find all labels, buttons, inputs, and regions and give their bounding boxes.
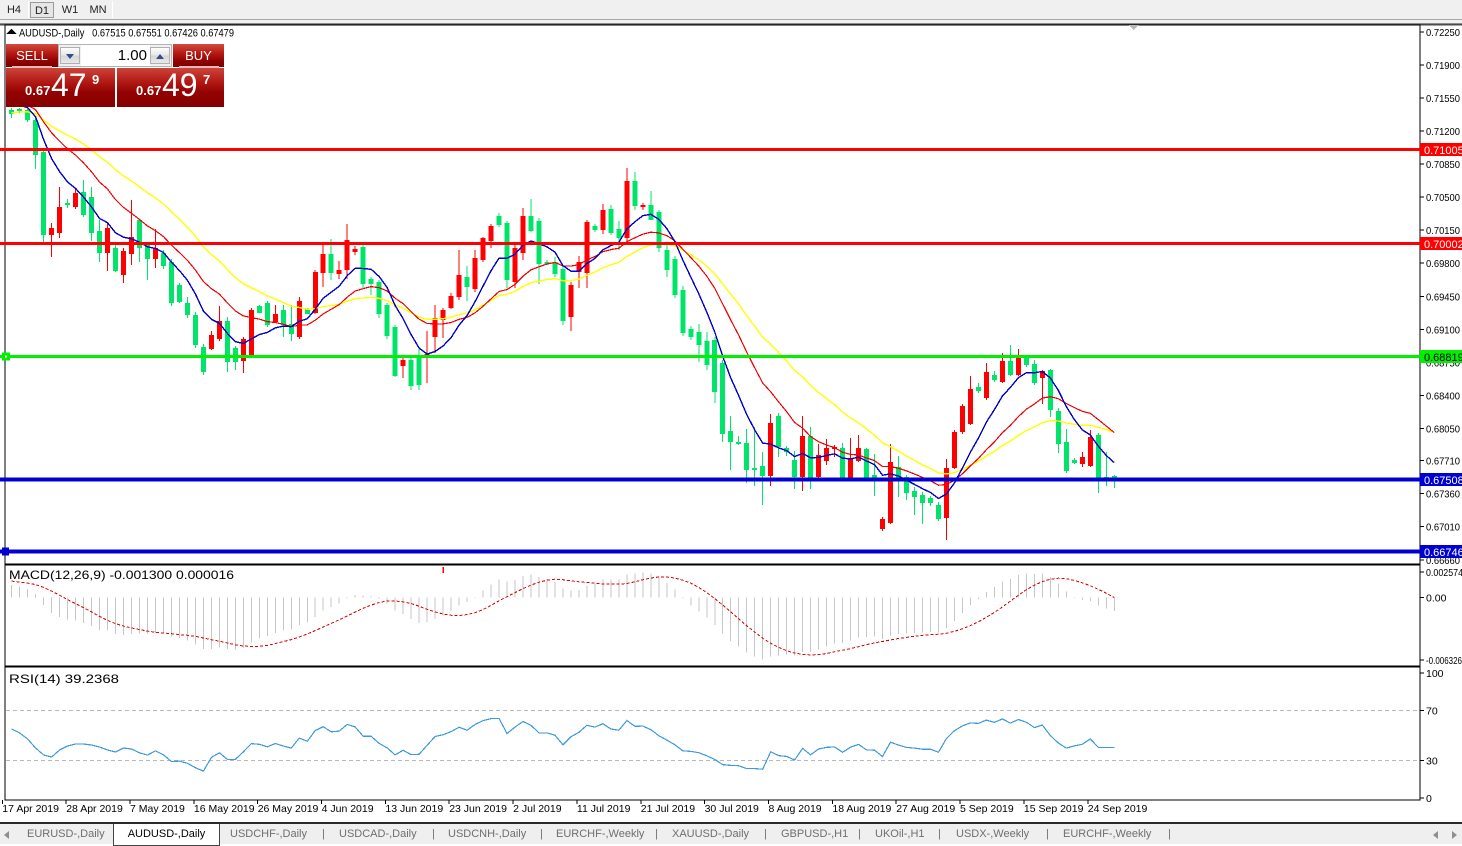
svg-text:70: 70 — [1426, 706, 1438, 718]
svg-text:0.00: 0.00 — [1426, 593, 1447, 605]
svg-text:100: 100 — [1426, 668, 1444, 680]
svg-text:RSI(14) 39.2368: RSI(14) 39.2368 — [9, 672, 119, 686]
svg-text:24 Sep 2019: 24 Sep 2019 — [1088, 803, 1148, 815]
svg-text:4 Jun 2019: 4 Jun 2019 — [322, 803, 374, 815]
svg-text:0.72250: 0.72250 — [1426, 27, 1460, 39]
svg-text:0.70002: 0.70002 — [1424, 239, 1462, 251]
svg-text:-0.006326: -0.006326 — [1426, 655, 1462, 667]
svg-text:0.71900: 0.71900 — [1426, 60, 1460, 72]
svg-text:21 Jul 2019: 21 Jul 2019 — [641, 803, 695, 815]
svg-text:0.66746: 0.66746 — [1424, 547, 1462, 559]
svg-text:5 Sep 2019: 5 Sep 2019 — [960, 803, 1014, 815]
svg-text:30 Jul 2019: 30 Jul 2019 — [705, 803, 759, 815]
svg-text:0.70500: 0.70500 — [1426, 192, 1460, 204]
svg-text:0.71005: 0.71005 — [1424, 145, 1462, 157]
svg-text:0: 0 — [1426, 793, 1432, 805]
svg-text:0.67508: 0.67508 — [1424, 475, 1462, 487]
svg-text:30: 30 — [1426, 756, 1438, 768]
svg-text:MACD(12,26,9) -0.001300 0.0000: MACD(12,26,9) -0.001300 0.000016 — [9, 568, 234, 582]
svg-text:0.70850: 0.70850 — [1426, 159, 1460, 171]
svg-text:0.67010: 0.67010 — [1426, 522, 1460, 534]
svg-text:0.68400: 0.68400 — [1426, 390, 1460, 402]
svg-text:7 May 2019: 7 May 2019 — [130, 803, 185, 815]
svg-text:13 Jun 2019: 13 Jun 2019 — [385, 803, 443, 815]
svg-text:27 Aug 2019: 27 Aug 2019 — [896, 803, 955, 815]
svg-text:0.69100: 0.69100 — [1426, 324, 1460, 336]
svg-text:17 Apr 2019: 17 Apr 2019 — [2, 803, 59, 815]
svg-text:0.68819: 0.68819 — [1424, 352, 1462, 364]
svg-text:23 Jun 2019: 23 Jun 2019 — [449, 803, 507, 815]
svg-text:15 Sep 2019: 15 Sep 2019 — [1024, 803, 1084, 815]
svg-text:0.69800: 0.69800 — [1426, 258, 1460, 270]
svg-text:AUDUSD-,Daily 0.67515 0.6755: AUDUSD-,Daily 0.67515 0.67551 0.67426 0.… — [19, 28, 234, 40]
svg-text:16 May 2019: 16 May 2019 — [194, 803, 255, 815]
svg-text:0.68050: 0.68050 — [1426, 424, 1460, 436]
svg-text:0.67710: 0.67710 — [1426, 456, 1460, 468]
svg-text:0.002574: 0.002574 — [1426, 567, 1462, 579]
svg-text:26 May 2019: 26 May 2019 — [258, 803, 319, 815]
svg-text:0.67360: 0.67360 — [1426, 489, 1460, 501]
svg-text:0.71550: 0.71550 — [1426, 93, 1460, 105]
svg-text:2 Jul 2019: 2 Jul 2019 — [513, 803, 562, 815]
svg-text:0.71200: 0.71200 — [1426, 126, 1460, 138]
svg-text:18 Aug 2019: 18 Aug 2019 — [832, 803, 891, 815]
svg-text:0.70150: 0.70150 — [1426, 225, 1460, 237]
svg-text:28 Apr 2019: 28 Apr 2019 — [66, 803, 123, 815]
svg-text:11 Jul 2019: 11 Jul 2019 — [577, 803, 631, 815]
svg-text:8 Aug 2019: 8 Aug 2019 — [769, 803, 822, 815]
svg-text:0.69450: 0.69450 — [1426, 291, 1460, 303]
